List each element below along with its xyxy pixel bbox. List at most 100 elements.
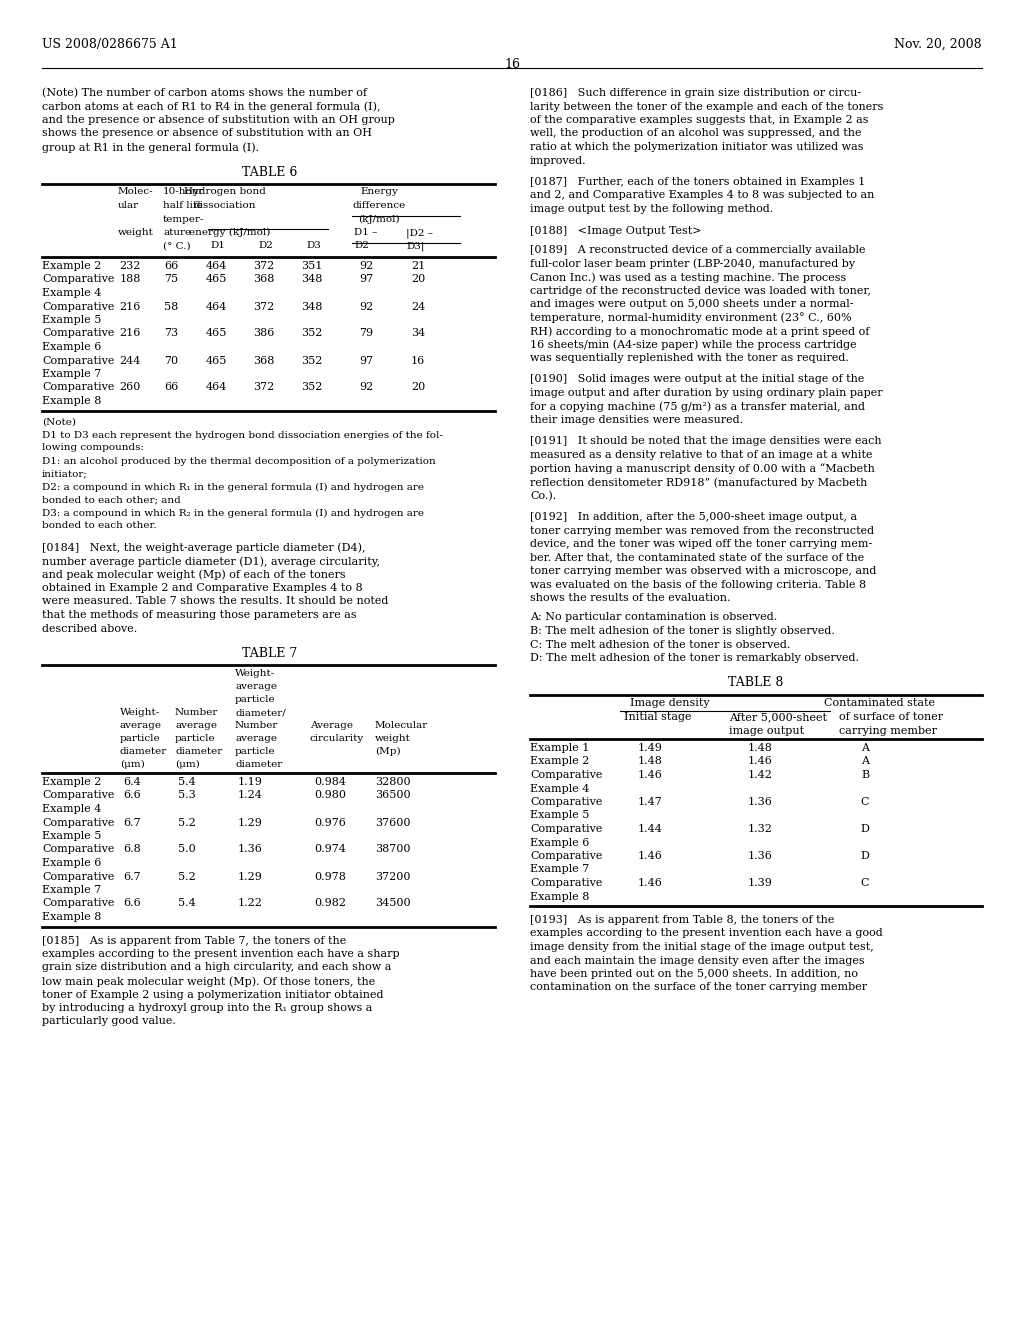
Text: 36500: 36500 — [375, 791, 411, 800]
Text: 1.48: 1.48 — [748, 743, 772, 752]
Text: TABLE 7: TABLE 7 — [243, 647, 298, 660]
Text: temperature, normal-humidity environment (23° C., 60%: temperature, normal-humidity environment… — [530, 313, 852, 323]
Text: 58: 58 — [164, 301, 178, 312]
Text: 16: 16 — [504, 58, 520, 71]
Text: 232: 232 — [120, 261, 140, 271]
Text: 0.974: 0.974 — [314, 845, 346, 854]
Text: image output: image output — [729, 726, 804, 735]
Text: Comparative: Comparative — [42, 383, 115, 392]
Text: particle: particle — [120, 734, 161, 743]
Text: Example 7: Example 7 — [42, 370, 101, 379]
Text: 5.3: 5.3 — [178, 791, 196, 800]
Text: device, and the toner was wiped off the toner carrying mem-: device, and the toner was wiped off the … — [530, 539, 872, 549]
Text: Comparative: Comparative — [530, 878, 602, 888]
Text: Image density: Image density — [630, 698, 710, 709]
Text: Comparative: Comparative — [42, 845, 115, 854]
Text: ular: ular — [118, 201, 139, 210]
Text: carrying member: carrying member — [839, 726, 937, 735]
Text: [0189]   A reconstructed device of a commercially available: [0189] A reconstructed device of a comme… — [530, 246, 865, 255]
Text: examples according to the present invention each have a good: examples according to the present invent… — [530, 928, 883, 939]
Text: 1.46: 1.46 — [638, 770, 663, 780]
Text: Comparative: Comparative — [530, 770, 602, 780]
Text: diameter: diameter — [175, 747, 222, 756]
Text: temper-: temper- — [163, 214, 205, 223]
Text: larity between the toner of the example and each of the toners: larity between the toner of the example … — [530, 102, 884, 111]
Text: Comparative: Comparative — [530, 797, 602, 807]
Text: 1.48: 1.48 — [638, 756, 663, 767]
Text: 1.36: 1.36 — [748, 797, 772, 807]
Text: and peak molecular weight (Mp) of each of the toners: and peak molecular weight (Mp) of each o… — [42, 569, 346, 579]
Text: (Note): (Note) — [42, 417, 76, 426]
Text: 6.7: 6.7 — [123, 871, 141, 882]
Text: 6.7: 6.7 — [123, 817, 141, 828]
Text: Example 5: Example 5 — [530, 810, 590, 821]
Text: 6.8: 6.8 — [123, 845, 141, 854]
Text: Example 5: Example 5 — [42, 832, 101, 841]
Text: Weight-: Weight- — [120, 708, 160, 717]
Text: 5.2: 5.2 — [178, 871, 196, 882]
Text: A: A — [861, 756, 869, 767]
Text: Example 4: Example 4 — [530, 784, 590, 793]
Text: cartridge of the reconstructed device was loaded with toner,: cartridge of the reconstructed device wa… — [530, 285, 871, 296]
Text: 6.4: 6.4 — [123, 777, 141, 787]
Text: 0.980: 0.980 — [314, 791, 346, 800]
Text: 351: 351 — [301, 261, 323, 271]
Text: 352: 352 — [301, 355, 323, 366]
Text: 16: 16 — [411, 355, 425, 366]
Text: 32800: 32800 — [375, 777, 411, 787]
Text: 92: 92 — [358, 301, 373, 312]
Text: 5.4: 5.4 — [178, 777, 196, 787]
Text: [0193]   As is apparent from Table 8, the toners of the: [0193] As is apparent from Table 8, the … — [530, 915, 835, 925]
Text: lowing compounds:: lowing compounds: — [42, 444, 144, 453]
Text: (Mp): (Mp) — [375, 747, 400, 756]
Text: 70: 70 — [164, 355, 178, 366]
Text: C: C — [861, 878, 869, 888]
Text: image output and after duration by using ordinary plain paper: image output and after duration by using… — [530, 388, 883, 399]
Text: 465: 465 — [206, 355, 226, 366]
Text: Initial stage: Initial stage — [624, 711, 691, 722]
Text: circularity: circularity — [310, 734, 365, 743]
Text: [0192]   In addition, after the 5,000-sheet image output, a: [0192] In addition, after the 5,000-shee… — [530, 512, 857, 521]
Text: Example 6: Example 6 — [530, 837, 590, 847]
Text: particle: particle — [234, 696, 275, 704]
Text: 465: 465 — [206, 329, 226, 338]
Text: 465: 465 — [206, 275, 226, 285]
Text: full-color laser beam printer (LBP-2040, manufactured by: full-color laser beam printer (LBP-2040,… — [530, 259, 855, 269]
Text: dissociation: dissociation — [194, 201, 256, 210]
Text: Weight-: Weight- — [234, 669, 275, 678]
Text: 92: 92 — [358, 261, 373, 271]
Text: 1.36: 1.36 — [748, 851, 772, 861]
Text: D3|: D3| — [406, 242, 425, 251]
Text: 348: 348 — [301, 301, 323, 312]
Text: shows the presence or absence of substitution with an OH: shows the presence or absence of substit… — [42, 128, 372, 139]
Text: TABLE 6: TABLE 6 — [243, 165, 298, 178]
Text: Energy: Energy — [360, 187, 398, 197]
Text: (kJ/mol): (kJ/mol) — [358, 214, 399, 223]
Text: of the comparative examples suggests that, in Example 2 as: of the comparative examples suggests tha… — [530, 115, 868, 125]
Text: Comparative: Comparative — [42, 301, 115, 312]
Text: Comparative: Comparative — [42, 899, 115, 908]
Text: [0188]   <Image Output Test>: [0188] <Image Output Test> — [530, 226, 701, 235]
Text: US 2008/0286675 A1: US 2008/0286675 A1 — [42, 38, 178, 51]
Text: their image densities were measured.: their image densities were measured. — [530, 414, 743, 425]
Text: average: average — [175, 721, 217, 730]
Text: 1.44: 1.44 — [638, 824, 663, 834]
Text: Example 8: Example 8 — [42, 396, 101, 407]
Text: weight: weight — [375, 734, 411, 743]
Text: ratio at which the polymerization initiator was utilized was: ratio at which the polymerization initia… — [530, 143, 863, 152]
Text: Nov. 20, 2008: Nov. 20, 2008 — [894, 38, 982, 51]
Text: was sequentially replenished with the toner as required.: was sequentially replenished with the to… — [530, 352, 849, 363]
Text: 216: 216 — [120, 301, 140, 312]
Text: portion having a manuscript density of 0.00 with a “Macbeth: portion having a manuscript density of 0… — [530, 463, 874, 474]
Text: average: average — [234, 734, 278, 743]
Text: Example 2: Example 2 — [42, 261, 101, 271]
Text: 92: 92 — [358, 383, 373, 392]
Text: Comparative: Comparative — [42, 355, 115, 366]
Text: D: D — [860, 824, 869, 834]
Text: C: The melt adhesion of the toner is observed.: C: The melt adhesion of the toner is obs… — [530, 639, 791, 649]
Text: 216: 216 — [120, 329, 140, 338]
Text: ature: ature — [163, 228, 191, 238]
Text: 16 sheets/min (A4-size paper) while the process cartridge: 16 sheets/min (A4-size paper) while the … — [530, 339, 857, 350]
Text: by introducing a hydroxyl group into the R₁ group shows a: by introducing a hydroxyl group into the… — [42, 1003, 373, 1012]
Text: D2: a compound in which R₁ in the general formula (I) and hydrogen are: D2: a compound in which R₁ in the genera… — [42, 483, 424, 491]
